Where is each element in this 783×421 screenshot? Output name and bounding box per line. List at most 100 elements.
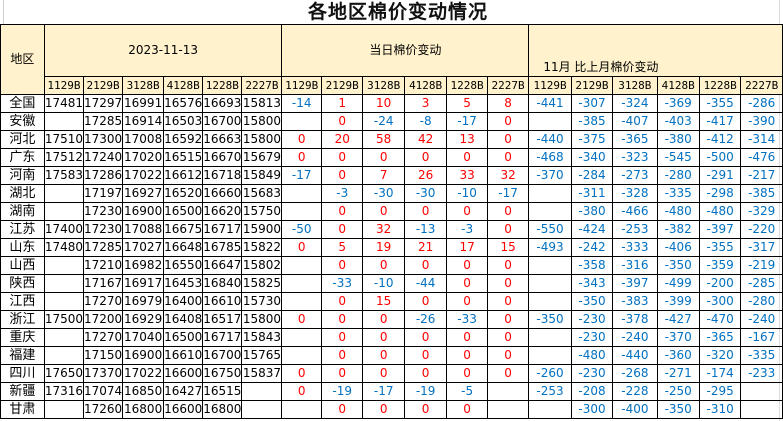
price-cell: 16500 — [163, 202, 204, 221]
monthly-cell: -324 — [612, 94, 658, 113]
daily-cell: 0 — [281, 310, 322, 329]
table-row: 四川 17650 17370 17022 16600 16750 15837 0 0 0 0 0 0 -2… — [0, 364, 783, 383]
price-cell: 17285 — [82, 238, 124, 257]
daily-cell — [281, 328, 322, 347]
monthly-cell: -284 — [570, 166, 614, 185]
daily-cell: -30 — [403, 184, 448, 203]
price-cell: 16600 — [163, 400, 204, 419]
daily-cell: 21 — [403, 238, 448, 257]
monthly-cell: -399 — [656, 292, 700, 311]
monthly-cell — [740, 400, 783, 419]
region-cell: 湖南 — [0, 202, 45, 221]
price-cell: 16675 — [163, 220, 204, 239]
daily-cell — [281, 274, 322, 293]
daily-cell — [281, 292, 322, 311]
monthly-cell: -307 — [570, 94, 614, 113]
monthly-cell: -365 — [698, 328, 742, 347]
daily-cell: 0 — [281, 382, 322, 401]
daily-cell: 0 — [362, 346, 405, 365]
daily-cell — [486, 400, 530, 419]
price-cell: 16929 — [122, 310, 165, 329]
table-row: 安徽 17285 16914 16503 16700 15800 0 -24 -8 -17 0 -38… — [0, 112, 783, 131]
monthly-cell: -298 — [698, 184, 742, 203]
price-cell: 15802 — [241, 256, 283, 275]
region-cell: 甘肃 — [0, 400, 45, 419]
price-cell: 16520 — [163, 184, 204, 203]
price-cell: 16670 — [202, 148, 243, 167]
price-cell: 15765 — [241, 346, 283, 365]
price-cell: 16408 — [163, 310, 204, 329]
price-cell: 15683 — [241, 184, 283, 203]
price-cell: 17400 — [43, 220, 85, 239]
price-cell: 17230 — [82, 220, 124, 239]
daily-cell: 0 — [486, 130, 530, 149]
region-cell: 浙江 — [0, 310, 45, 329]
price-cell — [43, 328, 85, 347]
monthly-cell: -545 — [656, 148, 700, 167]
price-cell: 17022 — [122, 364, 165, 383]
daily-cell: 0 — [281, 238, 322, 257]
contract-header-daily: 2227B — [486, 76, 530, 95]
price-cell: 17285 — [82, 112, 124, 131]
table-row: 浙江 17500 17200 16929 16408 16517 15800 0 0 0 -26 -3… — [0, 310, 783, 329]
monthly-cell — [528, 292, 572, 311]
monthly-cell: -286 — [740, 94, 783, 113]
monthly-cell: -333 — [612, 238, 658, 257]
monthly-cell: -499 — [656, 274, 700, 293]
daily-cell: 0 — [320, 220, 364, 239]
price-cell: 16982 — [122, 256, 165, 275]
daily-cell: -24 — [362, 112, 405, 131]
monthly-cell: -335 — [740, 346, 783, 365]
price-cell: 16503 — [163, 112, 204, 131]
daily-cell: 5 — [446, 94, 488, 113]
monthly-cell: -406 — [656, 238, 700, 257]
daily-cell: 0 — [403, 400, 448, 419]
monthly-change-header: 11月 比上月棉价变动 — [528, 24, 783, 77]
price-cell: 16785 — [202, 238, 243, 257]
monthly-cell: -397 — [612, 274, 658, 293]
daily-cell: -17 — [486, 184, 530, 203]
daily-cell: -14 — [281, 94, 322, 113]
daily-cell: 15 — [486, 238, 530, 257]
daily-cell: -8 — [403, 112, 448, 131]
contract-header-daily: 3128B — [362, 76, 405, 95]
daily-cell: 17 — [446, 238, 488, 257]
daily-cell: 0 — [281, 364, 322, 383]
daily-cell: 42 — [403, 130, 448, 149]
price-cell: 16517 — [202, 310, 243, 329]
monthly-cell: -230 — [570, 310, 614, 329]
table-row: 河北 17510 17300 17008 16592 16663 15800 0 20 58 42 1… — [0, 130, 783, 149]
daily-cell: 0 — [486, 112, 530, 131]
region-cell: 陕西 — [0, 274, 45, 293]
price-cell — [241, 382, 283, 401]
daily-cell — [486, 382, 530, 401]
price-cell: 17150 — [82, 346, 124, 365]
daily-cell: 0 — [446, 148, 488, 167]
contract-header-daily: 1129B — [281, 76, 322, 95]
contract-header-monthly: 1129B — [528, 76, 572, 95]
cotton-price-table: 地区 2023-11-13 当日棉价变动 11月 比上月棉价变动 1129B 21… — [0, 24, 783, 419]
daily-change-header: 当日棉价变动 — [281, 24, 530, 77]
daily-cell: -19 — [320, 382, 364, 401]
price-cell: 17270 — [82, 328, 124, 347]
price-cell: 16917 — [122, 274, 165, 293]
contract-header-price: 2227B — [241, 76, 283, 95]
daily-cell: 0 — [446, 292, 488, 311]
daily-cell: 0 — [486, 256, 530, 275]
region-cell: 河南 — [0, 166, 45, 185]
region-cell: 安徽 — [0, 112, 45, 131]
monthly-cell: -174 — [698, 364, 742, 383]
monthly-cell: -380 — [570, 202, 614, 221]
monthly-cell: -378 — [612, 310, 658, 329]
table-row: 河南 17583 17286 17022 16612 16718 15849 -17 0 7 26 3… — [0, 166, 783, 185]
daily-cell: 0 — [486, 364, 530, 383]
daily-cell: 0 — [281, 130, 322, 149]
daily-cell: 8 — [486, 94, 530, 113]
price-cell: 17512 — [43, 148, 85, 167]
price-cell: 17297 — [82, 94, 124, 113]
region-cell: 湖北 — [0, 184, 45, 203]
monthly-cell: -359 — [698, 256, 742, 275]
daily-cell — [281, 256, 322, 275]
price-cell — [43, 112, 85, 131]
price-cell: 17210 — [82, 256, 124, 275]
